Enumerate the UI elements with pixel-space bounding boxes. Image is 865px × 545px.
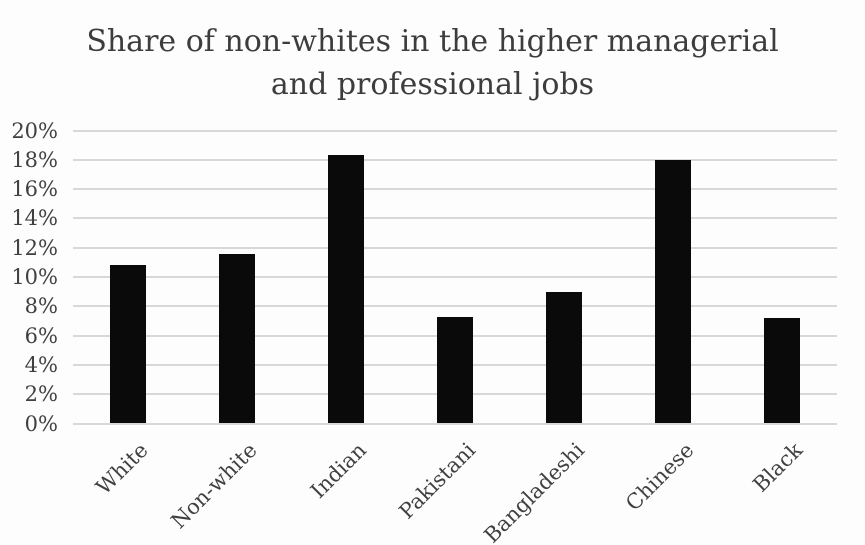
x-axis-category-label: White bbox=[91, 438, 153, 500]
bar-bangladeshi bbox=[546, 291, 583, 424]
gridline bbox=[73, 422, 837, 425]
bar-white bbox=[109, 265, 146, 424]
y-axis-tick-label: 20% bbox=[11, 118, 58, 143]
gridline bbox=[73, 305, 837, 308]
x-axis-category-label: Black bbox=[748, 438, 808, 497]
x-axis-category-label: Non-white bbox=[166, 438, 262, 534]
y-axis-tick-label: 6% bbox=[24, 323, 58, 348]
gridline bbox=[73, 158, 837, 161]
gridline bbox=[73, 217, 837, 220]
gridline bbox=[73, 129, 837, 132]
gridline bbox=[73, 188, 837, 191]
bar-non-white bbox=[218, 253, 255, 424]
y-axis-tick-label: 10% bbox=[11, 265, 58, 289]
x-axis-category-label: Bangladeshi bbox=[479, 438, 590, 545]
gridline bbox=[73, 276, 837, 278]
y-axis-tick-label: 2% bbox=[24, 382, 58, 407]
y-axis-tick-label: 0% bbox=[24, 411, 58, 436]
bar-chinese bbox=[655, 159, 692, 424]
chart-title: Share of non-whites in the higher manage… bbox=[0, 20, 865, 106]
y-axis-tick-label: 4% bbox=[24, 352, 58, 377]
chart-title-line-1: Share of non-whites in the higher manage… bbox=[86, 24, 779, 59]
y-axis-tick-label: 16% bbox=[11, 177, 58, 202]
y-axis-tick-label: 12% bbox=[11, 235, 58, 260]
x-axis-category-label: Pakistani bbox=[394, 438, 480, 524]
x-axis-category-label: Indian bbox=[305, 438, 371, 504]
y-axis-tick-label: 14% bbox=[11, 206, 58, 231]
bar-black bbox=[764, 318, 801, 424]
y-axis-tick-label: 8% bbox=[24, 294, 58, 319]
bar-pakistani bbox=[437, 316, 473, 424]
y-axis-tick-label: 18% bbox=[11, 147, 58, 172]
x-axis-category-label: Chinese bbox=[620, 438, 699, 516]
gridline bbox=[73, 246, 837, 249]
chart-title-line-2: and professional jobs bbox=[270, 67, 595, 102]
bar-indian bbox=[327, 155, 364, 424]
